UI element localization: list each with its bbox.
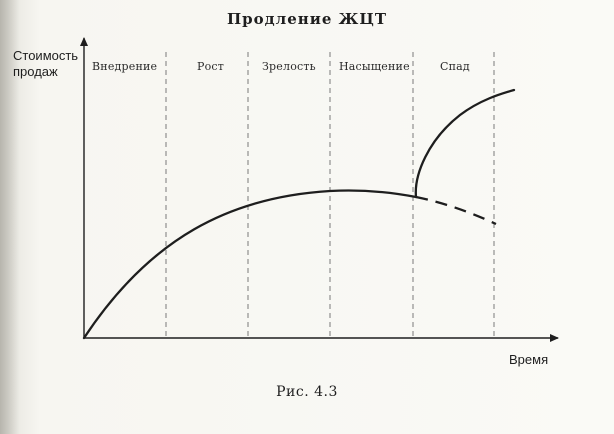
stage-label-saturation: Насыщение bbox=[339, 60, 410, 73]
diagram-title: Продление ЖЦТ bbox=[227, 10, 387, 28]
stage-label-maturity: Зрелость bbox=[262, 60, 316, 73]
stage-label-introduction: Внедрение bbox=[92, 60, 158, 73]
main-lifecycle-curve bbox=[82, 189, 418, 340]
stage-label-growth: Рост bbox=[197, 60, 225, 73]
projected-decline-curve bbox=[415, 195, 497, 226]
x-axis-label: Время bbox=[509, 352, 549, 367]
stage-label-decline: Спад bbox=[440, 60, 470, 73]
figure-caption: Рис. 4.3 bbox=[276, 384, 338, 400]
extension-curve bbox=[414, 88, 516, 199]
y-axis-label: Стоимость продаж bbox=[13, 48, 79, 79]
